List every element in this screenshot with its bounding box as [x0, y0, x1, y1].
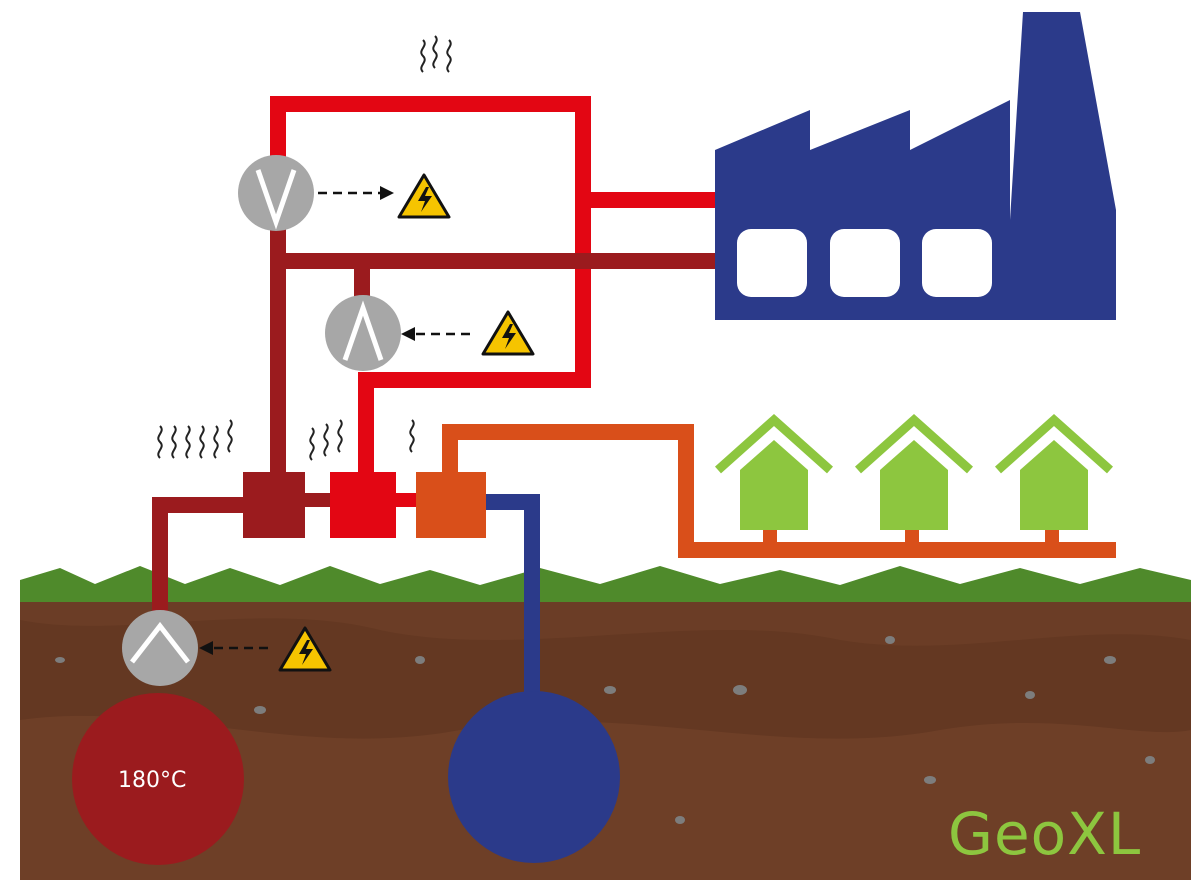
house-icon: [855, 413, 973, 530]
power-arrows: [208, 191, 470, 650]
factory-window: [737, 229, 807, 297]
stones: [55, 636, 1155, 824]
factory-icon: [715, 12, 1116, 320]
cold-pipe: [485, 494, 540, 720]
warning-electric-icon: [481, 310, 535, 356]
pump-icon: [122, 610, 198, 686]
reservoir-temperature-label: 180°C: [118, 768, 187, 793]
factory-window: [830, 229, 900, 297]
house-icon: [995, 413, 1113, 530]
heat-exchanger-return: [243, 472, 305, 538]
cold-reservoir: [448, 691, 620, 863]
pipes: [152, 96, 1116, 720]
hot-reservoir: [72, 693, 244, 865]
heat-exchanger-district: [416, 472, 486, 538]
district-pipe: [442, 424, 1116, 558]
warning-electric-icon: [397, 173, 451, 219]
production-pipe: [152, 497, 247, 620]
house-icon: [715, 413, 833, 530]
brand-logo-text: GeoXL: [948, 800, 1142, 868]
turbine-icon: [325, 295, 401, 371]
hot-pipe: [270, 96, 591, 480]
heat-exchangers: [243, 472, 486, 538]
turbine-icon: [238, 155, 314, 231]
heat-exchanger-hot: [330, 472, 396, 538]
grass-strip: [20, 566, 1191, 602]
factory-window: [922, 229, 992, 297]
